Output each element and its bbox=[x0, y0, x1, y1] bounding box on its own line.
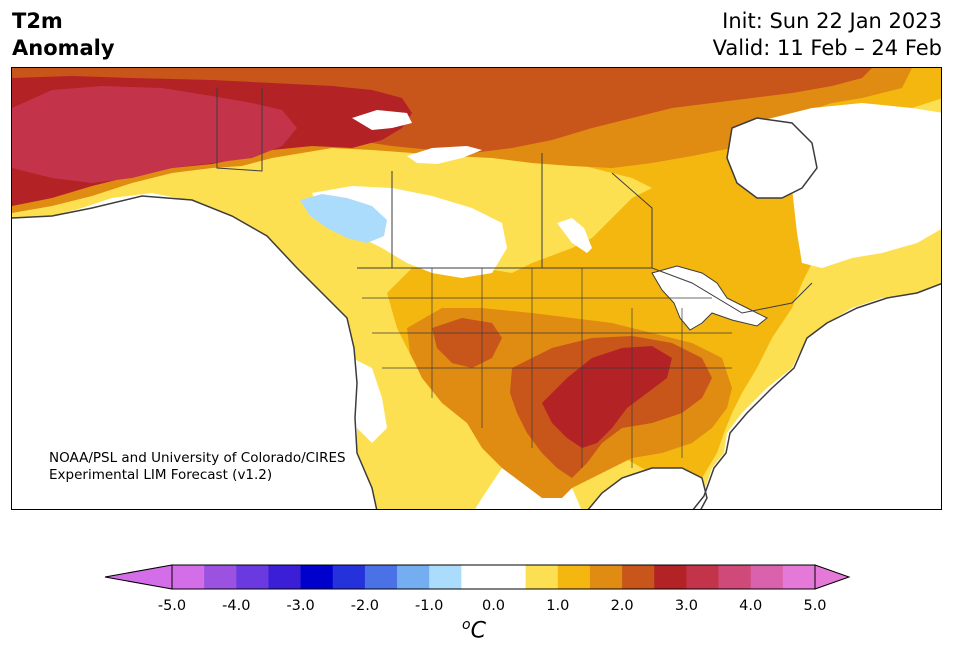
colorbar-cell bbox=[525, 565, 559, 589]
unit-letter: C bbox=[470, 618, 486, 644]
colorbar-cell bbox=[750, 565, 784, 589]
colorbar-tick-label: 2.0 bbox=[610, 598, 634, 614]
colorbar-under-arrow bbox=[104, 564, 173, 590]
colorbar bbox=[104, 564, 851, 590]
anomaly-lv6 bbox=[12, 86, 297, 183]
init-date: Init: Sun 22 Jan 2023 bbox=[722, 9, 942, 33]
forecast-dates: Init: Sun 22 Jan 2023 Valid: 11 Feb – 24… bbox=[713, 8, 942, 62]
map-title: T2m Anomaly bbox=[12, 8, 115, 62]
anomaly-lv4-west bbox=[432, 318, 502, 368]
colorbar-cell bbox=[493, 565, 527, 589]
colorbar-cell bbox=[236, 565, 269, 589]
ocean-gulf bbox=[588, 468, 707, 509]
credit-line1: NOAA/PSL and University of Colorado/CIRE… bbox=[49, 450, 346, 466]
colorbar-tick-label: 4.0 bbox=[739, 598, 763, 614]
colorbar-cell bbox=[429, 565, 462, 589]
colorbar-cell bbox=[782, 565, 816, 589]
colorbar-unit: oC bbox=[462, 617, 486, 643]
great-slave-lake bbox=[407, 146, 482, 164]
colorbar-cell bbox=[397, 565, 430, 589]
colorbar-cell bbox=[557, 565, 591, 589]
colorbar-tick-label: -4.0 bbox=[222, 598, 251, 614]
zero-anomaly-westcoast bbox=[352, 358, 387, 443]
anomaly-lv5-south bbox=[542, 346, 672, 448]
coastline bbox=[12, 117, 941, 509]
valid-range: Valid: 11 Feb – 24 Feb bbox=[712, 36, 942, 60]
colorbar-tick-label: -3.0 bbox=[286, 598, 315, 614]
hudson-bay bbox=[727, 118, 817, 198]
colorbar-cell bbox=[172, 565, 205, 589]
colorbar-cell bbox=[364, 565, 398, 589]
lake-winnipeg bbox=[557, 218, 592, 253]
map-svg bbox=[12, 68, 941, 509]
colorbar-tick-label: -5.0 bbox=[157, 598, 187, 614]
colorbar-cell bbox=[622, 565, 655, 589]
colorbar-tick-label: 3.0 bbox=[674, 598, 698, 614]
negative-anomaly-bc bbox=[300, 194, 387, 243]
colorbar-cell bbox=[204, 565, 237, 589]
credit-text: NOAA/PSL and University of Colorado/CIRE… bbox=[49, 450, 346, 484]
colorbar-cell bbox=[589, 565, 623, 589]
colorbar-cell bbox=[718, 565, 752, 589]
colorbar-cell bbox=[332, 565, 366, 589]
title-line1: T2m bbox=[12, 9, 63, 33]
title-line2: Anomaly bbox=[12, 36, 115, 60]
colorbar-tick-label: 1.0 bbox=[546, 598, 570, 614]
state-borders bbox=[362, 268, 732, 468]
colorbar-cell bbox=[654, 565, 687, 589]
ocean-pacific bbox=[12, 196, 377, 509]
colorbar-tick-label: 5.0 bbox=[803, 598, 827, 614]
colorbar-tick-label: -2.0 bbox=[350, 598, 380, 614]
colorbar-tick-label: -1.0 bbox=[415, 598, 444, 614]
country-border bbox=[216, 88, 813, 314]
colorbar-over-arrow bbox=[814, 564, 851, 590]
anomaly-map bbox=[11, 67, 942, 510]
colorbar-cell bbox=[686, 565, 720, 589]
colorbar-cells bbox=[172, 565, 816, 589]
colorbar-cell bbox=[300, 565, 334, 589]
credit-line2: Experimental LIM Forecast (v1.2) bbox=[49, 467, 273, 483]
colorbar-cell bbox=[268, 565, 302, 589]
great-bear-lake bbox=[352, 110, 412, 130]
colorbar-frame bbox=[171, 564, 816, 590]
colorbar-cell bbox=[461, 565, 494, 589]
colorbar-tick-label: 0.0 bbox=[481, 598, 506, 614]
unit-degree: o bbox=[462, 617, 471, 633]
ocean-atlantic bbox=[693, 283, 941, 509]
